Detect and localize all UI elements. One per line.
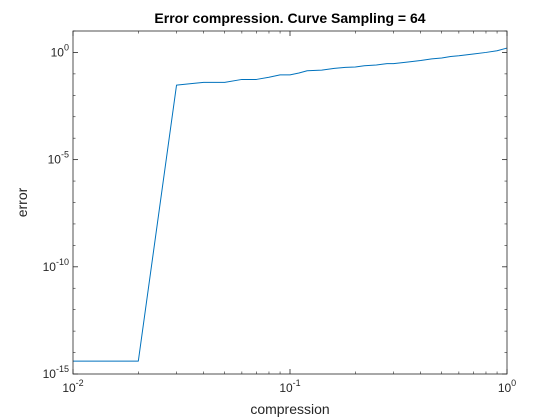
y-tick-label-exponent: -5 xyxy=(61,150,69,160)
x-tick-label: 10-2 xyxy=(62,378,83,395)
y-tick-label-base: 10 xyxy=(43,367,57,381)
series-layer xyxy=(73,47,508,362)
plot-box xyxy=(72,30,508,375)
y-tick-label-base: 10 xyxy=(48,153,62,167)
y-tick-label: 100 xyxy=(51,42,69,59)
x-tick-label-exponent: 0 xyxy=(511,378,516,388)
y-tick-label-exponent: 0 xyxy=(64,42,69,52)
chart-title: Error compression. Curve Sampling = 64 xyxy=(154,10,425,26)
series-line-0 xyxy=(73,47,508,362)
x-tick-label: 100 xyxy=(498,378,516,395)
y-tick-label: 10-5 xyxy=(48,150,69,167)
x-tick-label-base: 10 xyxy=(279,381,293,395)
x-tick-label-exponent: -1 xyxy=(293,378,301,388)
x-tick-label-base: 10 xyxy=(62,381,76,395)
y-tick-label-exponent: -10 xyxy=(56,257,69,267)
y-tick-label-base: 10 xyxy=(51,45,65,59)
y-tick-label: 10-10 xyxy=(43,257,69,274)
x-axis-label: compression xyxy=(250,401,329,417)
x-tick-label: 10-1 xyxy=(279,378,300,395)
y-tick-label-exponent: -15 xyxy=(56,364,69,374)
y-axis-label: error xyxy=(14,187,30,217)
plot-area xyxy=(73,31,507,374)
y-tick-label: 10-15 xyxy=(43,364,69,381)
x-tick-label-base: 10 xyxy=(498,381,512,395)
x-tick-label-exponent: -2 xyxy=(76,378,84,388)
y-tick-label-base: 10 xyxy=(43,260,57,274)
